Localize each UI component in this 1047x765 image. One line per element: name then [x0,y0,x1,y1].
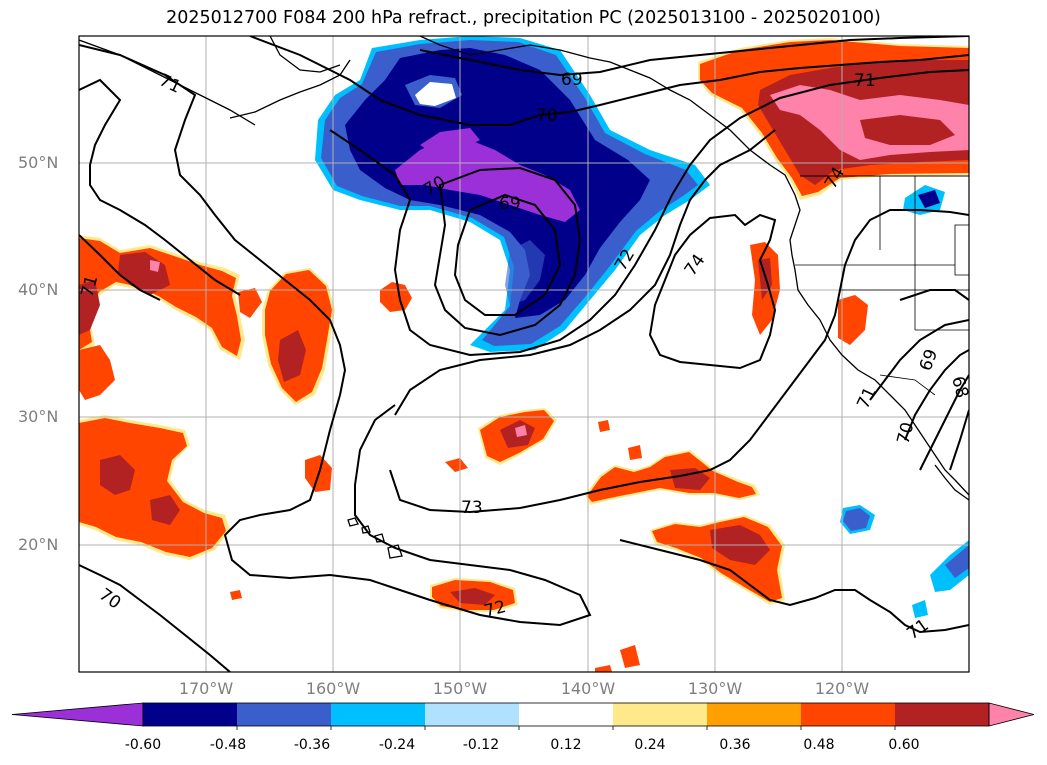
colorbar-tick: 0.24 [634,737,666,753]
contour-label: 68 [947,374,972,400]
colorbar-segment [801,703,896,726]
refractivity-contours [79,36,969,672]
colorbar-segment [143,703,238,726]
colorbar-segment [519,703,614,726]
contour-label: 69 [561,70,583,90]
colorbar-extend-high [988,702,1035,727]
colorbar-tick: 0.60 [888,737,920,753]
colorbar-tick: -0.24 [378,737,416,753]
positive-precip-anomaly-regions [79,38,969,672]
map-frame [78,35,970,673]
contour-label: 69 [499,194,521,214]
colorbar-segment [237,703,332,726]
colorbar-segment [895,703,990,726]
lon-label-150w: 150°W [432,679,488,698]
colorbar-tick: 0.48 [803,737,835,753]
colorbar-segment [613,703,708,726]
colorbar-tick: -0.48 [209,737,247,753]
lon-label-140w: 140°W [560,679,616,698]
contour-label: 71 [78,273,103,299]
colorbar [11,702,1035,730]
map-title: 2025012700 F084 200 hPa refract., precip… [166,8,881,28]
colorbar-tick: 0.36 [719,737,751,753]
lon-label-120w: 120°W [814,679,870,698]
colorbar-segment [707,703,802,726]
lat-label-40: 40°N [18,280,59,299]
negative-precip-anomaly-region [315,36,969,618]
colorbar-segment [425,703,520,726]
colorbar-tick: -0.36 [293,737,331,753]
colorbar-extend-low [11,702,144,727]
lat-label-20: 20°N [18,535,59,554]
colorbar-tick: -0.12 [462,737,500,753]
lon-label-160w: 160°W [305,679,361,698]
contour-label: 73 [461,498,483,518]
lon-label-130w: 130°W [687,679,743,698]
lat-label-30: 30°N [18,407,59,426]
colorbar-tick: -0.60 [124,737,162,753]
colorbar-tick: 0.12 [550,737,582,753]
lon-label-170w: 170°W [178,679,234,698]
lat-label-50: 50°N [18,153,59,172]
colorbar-frame [142,702,990,727]
contour-label: 71 [854,71,876,91]
contour-label: 70 [536,106,558,126]
colorbar-segment [331,703,426,726]
